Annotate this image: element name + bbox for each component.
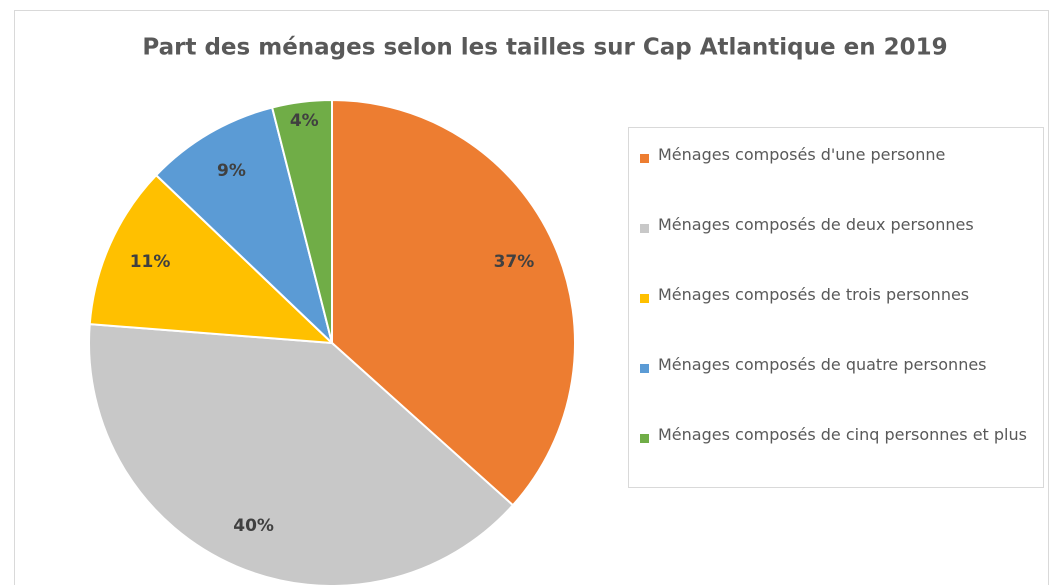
legend-item: Ménages composés de quatre personnes xyxy=(640,355,1036,379)
data-label: 11% xyxy=(130,252,171,272)
legend-item: Ménages composés de deux personnes xyxy=(640,215,1036,239)
legend-swatch xyxy=(640,434,649,443)
data-label: 9% xyxy=(217,161,246,181)
legend-label: Ménages composés de trois personnes xyxy=(658,285,970,304)
legend-item: Ménages composés de trois personnes xyxy=(640,285,1036,309)
pie-slice xyxy=(331,98,576,507)
legend-item: Ménages composés d'une personne xyxy=(640,145,1036,169)
chart-frame xyxy=(14,10,1049,585)
pie-slice xyxy=(154,106,334,347)
legend-swatch xyxy=(640,224,649,233)
data-label: 40% xyxy=(233,516,274,536)
legend-label: Ménages composés d'une personne xyxy=(658,145,946,164)
legend-label: Ménages composés de quatre personnes xyxy=(658,355,987,374)
pie-slice xyxy=(88,173,335,345)
data-label: 4% xyxy=(290,111,319,131)
legend-swatch xyxy=(640,364,649,373)
legend-label: Ménages composés de deux personnes xyxy=(658,215,974,234)
legend-item: Ménages composés de cinq personnes et pl… xyxy=(640,425,1036,449)
data-label: 37% xyxy=(494,252,535,272)
pie-slice xyxy=(270,98,333,344)
legend: Ménages composés d'une personne Ménages c… xyxy=(628,127,1044,488)
pie-slice xyxy=(88,323,515,585)
legend-swatch xyxy=(640,294,649,303)
legend-label: Ménages composés de cinq personnes et pl… xyxy=(658,425,1027,444)
chart-title: Part des ménages selon les tailles sur C… xyxy=(142,35,947,61)
legend-swatch xyxy=(640,154,649,163)
